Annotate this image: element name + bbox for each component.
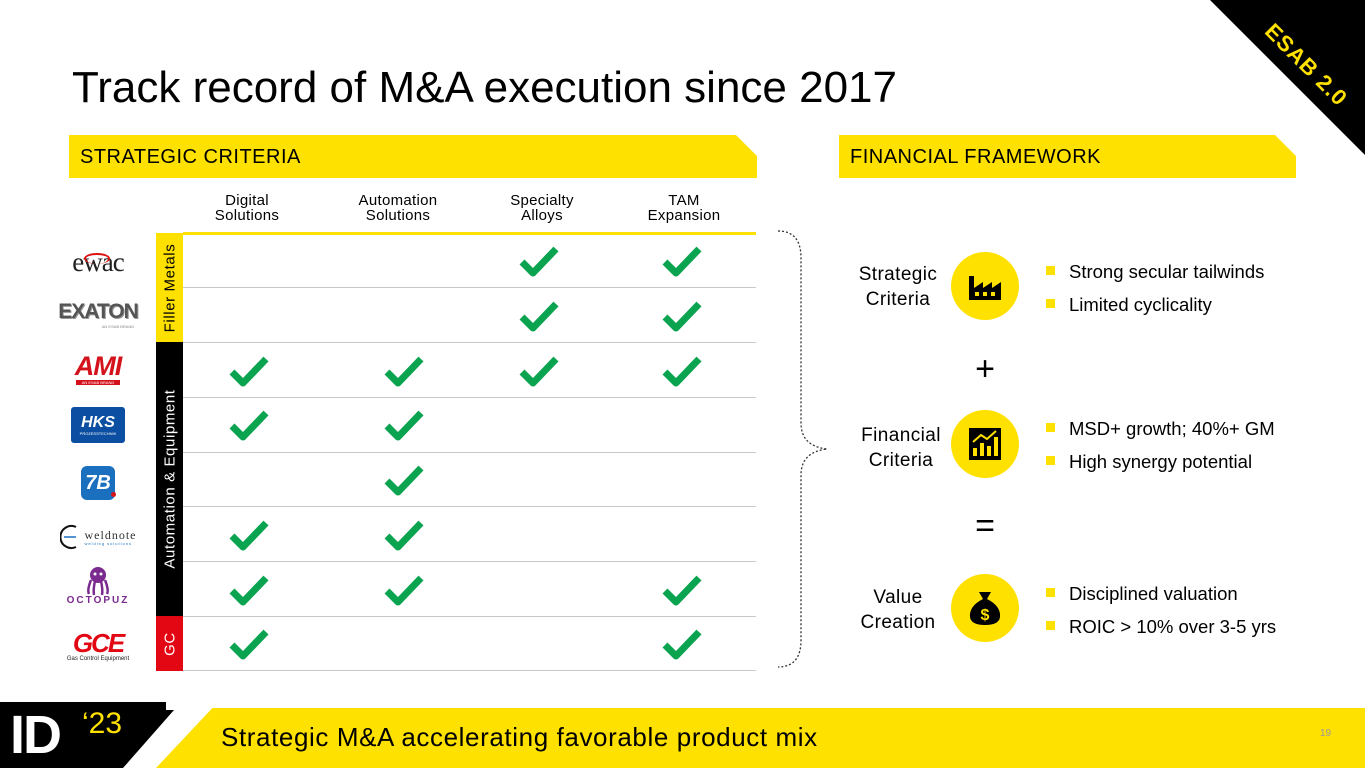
column-header-automation: Automation Solutions xyxy=(358,192,438,224)
row-divider xyxy=(183,452,756,453)
check-icon xyxy=(229,629,269,660)
footer-tagline: Strategic M&A accelerating favorable pro… xyxy=(221,722,818,752)
money-bag-icon: $ xyxy=(951,574,1019,642)
row-divider xyxy=(183,616,756,617)
check-icon xyxy=(384,575,424,605)
check-icon xyxy=(519,301,559,332)
logo-octopuz: OCTOPUZ xyxy=(52,563,144,609)
fin-bullet: Limited cyclicality xyxy=(1046,294,1212,315)
page-title: Track record of M&A execution since 2017 xyxy=(72,63,897,112)
band-gc: GC xyxy=(156,616,183,671)
corner-badge xyxy=(1210,0,1365,155)
check-icon xyxy=(662,246,702,277)
equals-operator: = xyxy=(975,507,995,545)
fin-bullet: Strong secular tailwinds xyxy=(1045,261,1265,282)
logo-7b: 7B xyxy=(52,460,144,506)
fin-bullet: MSD+ growth; 40%+ GM xyxy=(1046,418,1275,439)
column-header-tam: TAM Expansion xyxy=(647,192,721,224)
check-icon xyxy=(384,465,424,496)
svg-text:$: $ xyxy=(981,607,990,624)
table-top-rule xyxy=(183,232,756,235)
page-number: 19 xyxy=(1320,728,1332,739)
bar-chart-icon xyxy=(951,410,1019,478)
check-icon xyxy=(384,410,424,441)
ewac-arc-mark xyxy=(84,253,110,264)
fin-bullet: ROIC > 10% over 3-5 yrs xyxy=(1045,616,1277,637)
strategic-criteria-header: STRATEGIC CRITERIA xyxy=(69,135,757,178)
column-header-alloys: Specialty Alloys xyxy=(510,192,574,224)
check-icon xyxy=(519,356,559,386)
logo-weldnote: weldnote welding solutions xyxy=(52,514,144,560)
footer-logo-id: ID xyxy=(10,705,62,765)
check-icon xyxy=(662,301,702,332)
column-header-digital: Digital Solutions xyxy=(214,192,280,224)
check-icon xyxy=(519,246,559,277)
factory-icon xyxy=(951,252,1019,320)
logo-ami: AMI AN ESAB BRAND xyxy=(74,350,122,385)
octopus-icon xyxy=(87,567,109,596)
check-icon xyxy=(384,356,424,386)
band-automation-equipment: Automation & Equipment xyxy=(156,342,183,616)
row-divider xyxy=(183,561,756,562)
brace-connector xyxy=(777,230,828,668)
row-divider xyxy=(183,287,756,288)
fin-bullet: Disciplined valuation xyxy=(1046,583,1238,604)
check-icon xyxy=(662,356,702,386)
fin-label-strategic: Strategic Criteria xyxy=(858,264,938,310)
logo-ewac: ewac xyxy=(72,246,124,277)
footer-logo-year: ‘23 xyxy=(82,707,123,740)
financial-framework-header: FINANCIAL FRAMEWORK xyxy=(839,135,1296,178)
plus-operator: + xyxy=(975,350,995,388)
row-divider xyxy=(183,670,756,671)
check-icon xyxy=(662,629,702,660)
7b-dot-mark xyxy=(111,492,116,497)
fin-label-financial: Financial Criteria xyxy=(861,425,941,471)
footer-bar xyxy=(0,708,1365,768)
fin-bullet: High synergy potential xyxy=(1045,451,1253,472)
check-icon xyxy=(662,575,702,605)
logo-hks: HKS PROZESSTECHNIK xyxy=(52,402,144,448)
row-divider xyxy=(183,397,756,398)
logo-gce: GCE Gas Control Equipment xyxy=(66,628,130,662)
band-filler-metals: Filler Metals xyxy=(156,233,183,342)
check-icon xyxy=(229,520,269,551)
row-divider xyxy=(183,506,756,507)
check-icon xyxy=(384,520,424,551)
fin-label-value: Value Creation xyxy=(860,587,936,633)
check-icon xyxy=(229,410,269,441)
row-divider xyxy=(183,342,756,343)
check-icon xyxy=(229,575,269,605)
weldnote-mark-icon xyxy=(59,525,76,549)
check-icon xyxy=(229,356,269,386)
logo-exaton: EXATON AN ESAB BRAND xyxy=(58,299,139,329)
